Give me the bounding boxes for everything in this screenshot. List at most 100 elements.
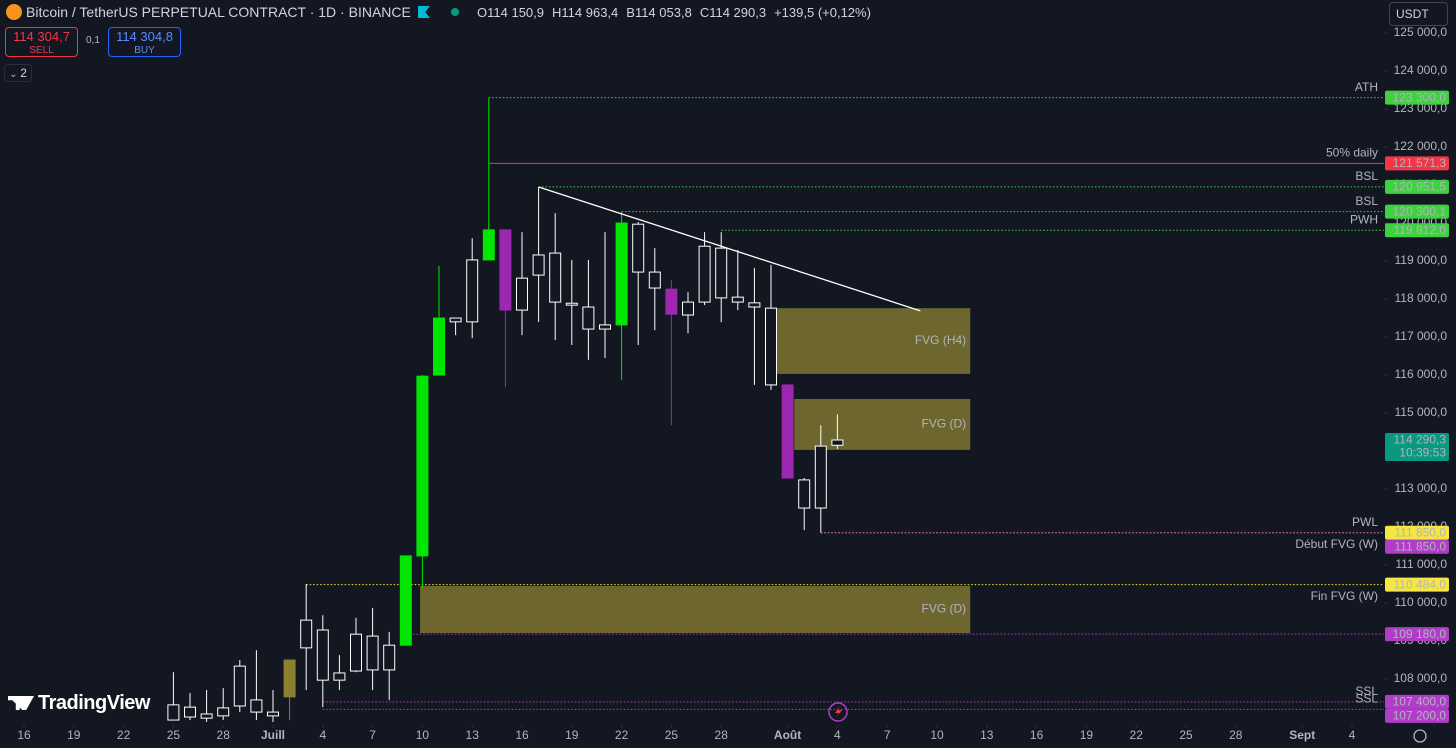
candle-body	[648, 271, 661, 289]
y-tick-label: 119 000,0	[1395, 253, 1448, 267]
candle-body	[715, 247, 728, 299]
indicator-toggle[interactable]: ⌄ 2	[4, 64, 32, 82]
candle-body	[748, 302, 761, 308]
y-tick-label: 115 000,0	[1395, 405, 1448, 419]
alert-icon[interactable]	[828, 702, 848, 722]
candle-body	[466, 259, 479, 323]
ohlc-key: H	[552, 5, 562, 20]
price-tag-label: 120 300,1	[1393, 204, 1447, 218]
x-tick-label: Sept	[1289, 728, 1315, 742]
status-dot	[451, 8, 459, 16]
symbol-title[interactable]: Bitcoin / TetherUS PERPETUAL CONTRACT · …	[26, 4, 411, 20]
x-tick-label: 25	[665, 728, 679, 742]
candle-body	[615, 222, 628, 326]
candle-body	[167, 704, 180, 721]
y-tick-label: 111 000,0	[1395, 557, 1447, 571]
candle-body	[449, 317, 462, 323]
brand-name: TradingView	[38, 692, 150, 714]
level-name: 50% daily	[1326, 146, 1378, 160]
axes: 125 000,0 124 000,0 123 000,0 122 000,0 121 …	[17, 25, 1447, 742]
x-tick-label: 19	[565, 728, 579, 742]
candle-body	[698, 245, 711, 303]
level-name: PWH	[1350, 212, 1378, 226]
candle-body	[798, 479, 811, 509]
y-tick-label: 125 000,0	[1394, 25, 1448, 39]
x-tick-label: Juill	[261, 728, 285, 742]
sell-label: SELL	[29, 45, 54, 56]
ohlc-key: B	[626, 5, 635, 20]
spread: 0,1	[86, 35, 100, 46]
zones: FVG (H4) FVG (D) FVG (D)	[420, 308, 971, 634]
candle-body	[383, 644, 396, 671]
candle-body	[333, 672, 346, 681]
price-tag	[1385, 539, 1449, 554]
ohlc-value: 114 290,3	[709, 5, 767, 20]
y-tick-label: 108 000,0	[1394, 671, 1448, 685]
x-tick-label: Août	[774, 728, 801, 742]
fvg-zone	[771, 308, 971, 374]
alert-bolt	[835, 706, 842, 718]
price-tag	[1385, 179, 1449, 194]
buy-button[interactable]: 114 304,8 BUY	[108, 27, 181, 57]
y-tick-label: 123 000,0	[1394, 101, 1448, 115]
price-tag-label: 121 571,3	[1393, 156, 1447, 170]
price-tag	[1385, 204, 1449, 219]
candle-body	[665, 288, 678, 315]
price-tag-label: 119 812,0	[1394, 223, 1447, 237]
x-tick-label: 13	[466, 728, 480, 742]
candle-body	[814, 445, 827, 509]
y-tick-label: 122 000,0	[1394, 139, 1448, 153]
x-tick-label: 22	[615, 728, 629, 742]
trendline	[538, 186, 921, 312]
x-tick-label: 19	[67, 728, 81, 742]
price-tag	[1385, 156, 1449, 171]
levels: ATH 50% daily BSL BSL PWH Début FVG (W) PWL Fin…	[306, 80, 1384, 710]
price-tag	[1385, 694, 1449, 709]
candle-body	[549, 252, 562, 303]
y-tick-label: 110 000,0	[1395, 595, 1448, 609]
x-tick-label: 25	[1179, 728, 1193, 742]
last-price-label: 114 290,3	[1394, 433, 1447, 447]
ohlc-key: C	[699, 5, 710, 20]
last-price-tag	[1385, 433, 1449, 462]
candle-body	[433, 317, 446, 376]
level-name: BSL	[1355, 194, 1378, 208]
candle-body	[731, 296, 744, 303]
x-tick-label: 22	[1130, 728, 1144, 742]
candle-body	[765, 307, 778, 386]
settings-icon[interactable]	[1413, 729, 1427, 743]
candle-body	[499, 229, 512, 311]
symbol-icon	[6, 4, 22, 20]
price-tag-label: 110 484,0	[1394, 577, 1447, 591]
ohlc-value: 114 053,8	[634, 5, 692, 20]
candle-body	[217, 707, 230, 717]
fvg-label: FVG (H4)	[915, 333, 966, 347]
price-tag-label: 120 951,5	[1393, 180, 1447, 194]
currency-select[interactable]: USDT	[1389, 2, 1448, 26]
candle-body	[831, 439, 844, 446]
candle-body	[632, 223, 645, 273]
indicator-count: 2	[20, 66, 27, 80]
sell-button[interactable]: 114 304,7 SELL	[5, 27, 78, 57]
candle-body	[781, 384, 794, 479]
candle-body	[267, 711, 280, 717]
buy-price: 114 304,8	[116, 29, 173, 44]
x-tick-label: 28	[715, 728, 729, 742]
x-tick-label: 4	[319, 728, 326, 742]
flag-icon[interactable]	[418, 6, 430, 18]
price-tag	[1385, 525, 1449, 540]
x-tick-label: 16	[1030, 728, 1044, 742]
ohlc-value: 114 963,4	[561, 5, 619, 20]
fvg-zone	[420, 585, 971, 634]
y-tick-label: 124 000,0	[1394, 63, 1448, 77]
candle-body	[682, 301, 695, 316]
fvg-label: FVG (D)	[922, 602, 967, 616]
candle-body	[300, 619, 313, 649]
price-tag	[1385, 627, 1449, 642]
brand-logo: TradingView	[8, 692, 150, 715]
x-tick-label: 28	[217, 728, 231, 742]
candle-body	[184, 706, 197, 718]
price-tag-label: 107 200,0	[1393, 708, 1447, 722]
